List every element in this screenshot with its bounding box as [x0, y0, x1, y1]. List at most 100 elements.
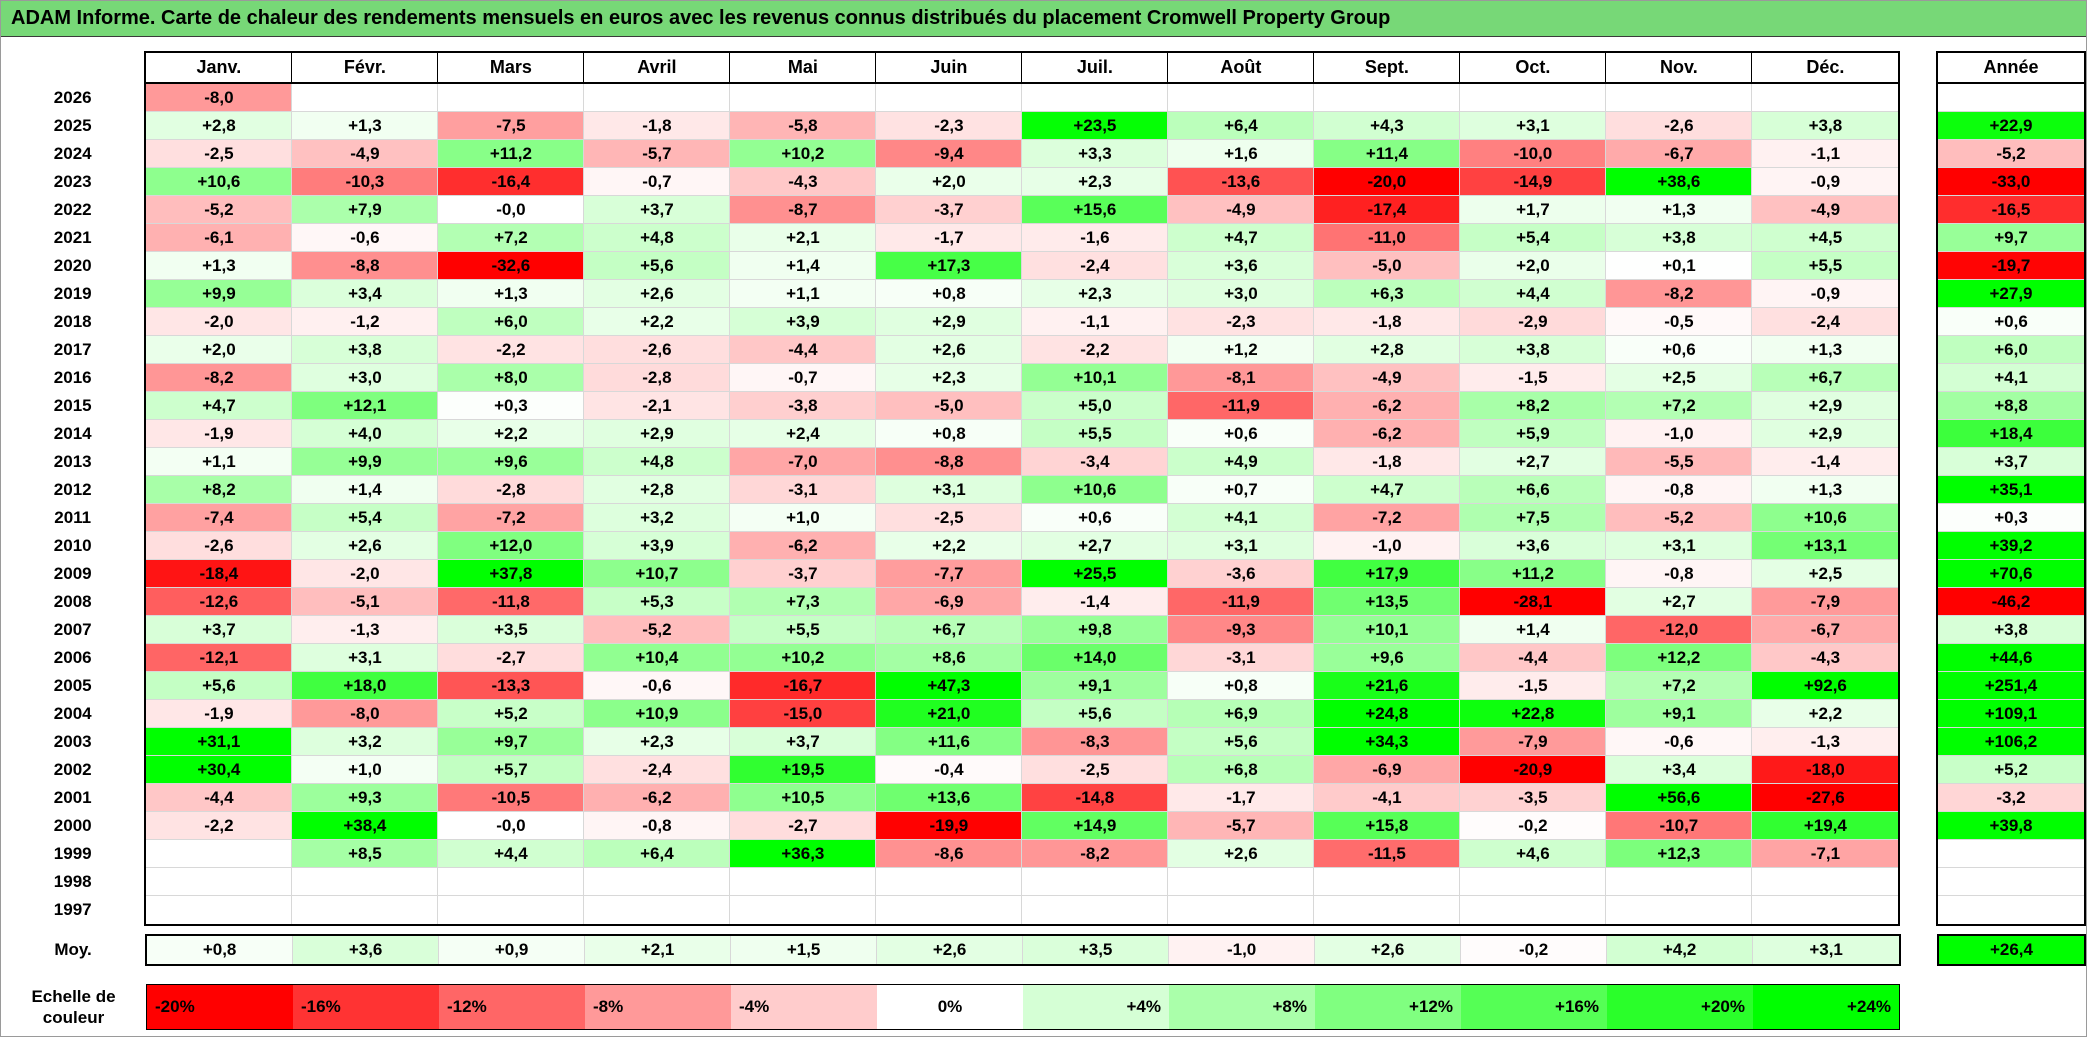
heatmap-cell: +2,5	[1606, 364, 1753, 391]
scale-cell: 0%	[877, 985, 1023, 1029]
heatmap-cell: -4,4	[730, 336, 877, 363]
heatmap-cell: +5,5	[1022, 420, 1169, 447]
heatmap-row: -2,2 +38,4 -0,0 -0,8 -2,7 -19,9 +14,9 -5,7 +15,8…	[146, 812, 1899, 840]
heatmap-cell: +6,9	[1168, 700, 1315, 727]
year-label: 2008	[53, 592, 92, 611]
heatmap-row: -18,4 -2,0 +37,8 +10,7 -3,7 -7,7 +25,5 -3,6 +17,…	[146, 560, 1899, 588]
heatmap-cell: +10,6	[1022, 476, 1169, 503]
heatmap-cell: -3,7	[730, 560, 877, 587]
heatmap-cell: -1,5	[1460, 364, 1607, 391]
heatmap-cell: +5,0	[1022, 392, 1169, 419]
year-label: 2001	[53, 788, 92, 807]
heatmap-cell: +9,6	[1314, 644, 1461, 671]
heatmap-cell: +2,3	[584, 728, 731, 755]
heatmap-cell: +0,1	[1606, 252, 1753, 279]
average-cell: +3,6	[293, 936, 440, 964]
year-label: 2026	[53, 88, 92, 107]
average-cell: +0,9	[439, 936, 586, 964]
heatmap-cell: +19,5	[730, 756, 877, 783]
heatmap-cell: -1,4	[1752, 448, 1899, 475]
scale-cell: +4%	[1023, 985, 1169, 1029]
heatmap-cell: +3,7	[146, 616, 293, 643]
heatmap-cell: -1,1	[1752, 140, 1899, 167]
heatmap-cell: -2,2	[438, 336, 585, 363]
heatmap-cell: +3,1	[1460, 112, 1607, 139]
heatmap-cell: +3,2	[292, 728, 439, 755]
heatmap-cell: +8,0	[438, 364, 585, 391]
heatmap-cell: -1,3	[1752, 728, 1899, 755]
heatmap-cell	[1606, 868, 1753, 895]
scale-cell: -8%	[585, 985, 731, 1029]
heatmap-cell: +4,7	[1314, 476, 1461, 503]
heatmap-cell: +3,0	[1168, 280, 1315, 307]
heatmap-cell: +2,6	[584, 280, 731, 307]
heatmap-cell: +14,0	[1022, 644, 1169, 671]
annee-cell: +18,4	[1938, 420, 2084, 448]
month-header: Déc.	[1806, 57, 1845, 77]
heatmap-cell: +2,5	[1752, 560, 1899, 587]
heatmap-cell: -10,7	[1606, 812, 1753, 839]
heatmap-cell: +7,9	[292, 196, 439, 223]
heatmap-cell: +2,2	[1752, 700, 1899, 727]
spacer	[1900, 51, 1936, 61]
month-header: Févr.	[292, 53, 439, 82]
heatmap-cell	[1022, 896, 1169, 924]
heatmap-cell: +10,1	[1314, 616, 1461, 643]
heatmap-cell: +6,6	[1460, 476, 1607, 503]
heatmap-cell: +8,5	[292, 840, 439, 867]
annee-cell: +106,2	[1938, 728, 2084, 756]
heatmap-cell: +2,7	[1606, 588, 1753, 615]
heatmap-cell: +10,5	[730, 784, 877, 811]
heatmap-cell: -16,7	[730, 672, 877, 699]
heatmap-cell: -5,5	[1606, 448, 1753, 475]
heatmap-cell: +5,5	[1752, 252, 1899, 279]
year-label: 2016	[53, 368, 92, 387]
heatmap-cell: +6,4	[584, 840, 731, 867]
heatmap-cell: +2,6	[292, 532, 439, 559]
annee-cell: -5,2	[1938, 140, 2084, 168]
heatmap-cell: +2,1	[730, 224, 877, 251]
heatmap-cell: -5,0	[876, 392, 1023, 419]
heatmap-cell: +17,3	[876, 252, 1023, 279]
heatmap-cell	[1752, 868, 1899, 895]
heatmap-cell: +6,7	[876, 616, 1023, 643]
heatmap-cell: -6,7	[1752, 616, 1899, 643]
heatmap-row: +2,0 +3,8 -2,2 -2,6 -4,4 +2,6 -2,2 +1,2 +2,8 +3,8…	[146, 336, 1899, 364]
heatmap-cell: -0,6	[1606, 728, 1753, 755]
heatmap-cell: -1,6	[1022, 224, 1169, 251]
heatmap-cell: -8,3	[1022, 728, 1169, 755]
year-label: 2007	[53, 620, 92, 639]
heatmap-cell: +0,8	[876, 280, 1023, 307]
heatmap-cell: -15,0	[730, 700, 877, 727]
heatmap-cell: +47,3	[876, 672, 1023, 699]
heatmap-cell	[730, 84, 877, 111]
heatmap-cell: +2,2	[584, 308, 731, 335]
heatmap-cell: -1,7	[1168, 784, 1315, 811]
heatmap-cell: +1,6	[1168, 140, 1315, 167]
annee-cell: -46,2	[1938, 588, 2084, 616]
heatmap-cell: -6,9	[1314, 756, 1461, 783]
heatmap-cell: +10,1	[1022, 364, 1169, 391]
heatmap-cell: +4,6	[1460, 840, 1607, 867]
heatmap-row: +8,2 +1,4 -2,8 +2,8 -3,1 +3,1 +10,6 +0,7 +4,7 +6,…	[146, 476, 1899, 504]
heatmap-cell: -7,9	[1460, 728, 1607, 755]
annee-cell	[1938, 840, 2084, 868]
heatmap-cell: -12,1	[146, 644, 293, 671]
spacer	[1, 51, 144, 84]
heatmap-cell: +1,3	[292, 112, 439, 139]
heatmap-cell: -5,2	[146, 196, 293, 223]
heatmap-cell: -5,2	[584, 616, 731, 643]
heatmap-cell: +3,6	[1460, 532, 1607, 559]
heatmap-cell: +4,3	[1314, 112, 1461, 139]
annee-cell: +251,4	[1938, 672, 2084, 700]
heatmap-cell: +5,3	[584, 588, 731, 615]
heatmap-cell: -8,2	[1606, 280, 1753, 307]
heatmap-cell: -20,9	[1460, 756, 1607, 783]
heatmap-cell: -9,4	[876, 140, 1023, 167]
heatmap-cell: -0,0	[438, 196, 585, 223]
annee-cell: +27,9	[1938, 280, 2084, 308]
heatmap-cell: -4,9	[1752, 196, 1899, 223]
average-cell: -1,0	[1169, 936, 1316, 964]
heatmap-cell: +7,3	[730, 588, 877, 615]
annee-cell: +4,1	[1938, 364, 2084, 392]
